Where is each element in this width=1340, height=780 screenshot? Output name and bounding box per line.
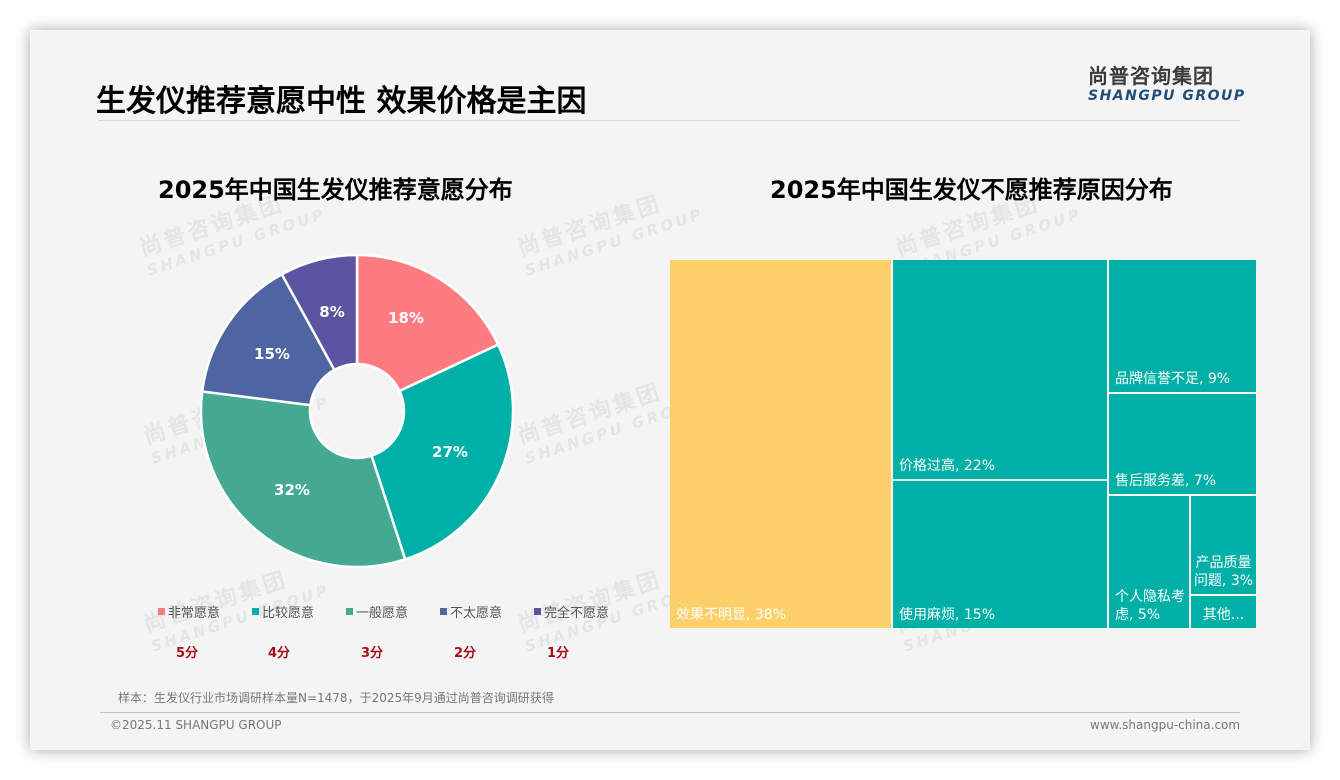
legend-item-very-unwilling[interactable]: 完全不愿意: [534, 602, 609, 621]
score-5: 5分: [176, 646, 199, 661]
company-logo: 尚普咨询集团 SHANGPU GROUP: [1088, 64, 1248, 104]
legend-label: 一般愿意: [356, 606, 409, 621]
copyright: ©2025.11 SHANGPU GROUP: [110, 718, 282, 732]
legend-label: 不太愿意: [450, 606, 503, 621]
legend-swatch-icon: [346, 608, 353, 615]
legend-item-neutral[interactable]: 一般愿意: [346, 602, 408, 621]
legend-swatch-icon: [252, 608, 259, 615]
tile-brand-reputation: 品牌信誉不足, 9%: [1109, 260, 1256, 392]
treemap-chart-title: 2025年中国生发仪不愿推荐原因分布: [770, 176, 1173, 204]
score-2: 2分: [454, 646, 477, 661]
legend-label: 非常愿意: [168, 606, 221, 621]
tile-label: 其他...: [1202, 607, 1245, 623]
slice-label-very-willing: 18%: [388, 309, 424, 327]
tile-label: 效果不明显, 38%: [676, 607, 787, 623]
legend-item-unwilling[interactable]: 不太愿意: [440, 602, 502, 621]
donut-slice-4: [280, 254, 359, 372]
slice-label-very-unwilling: 8%: [319, 303, 345, 321]
legend-item-fairly-willing[interactable]: 比较愿意: [252, 602, 314, 621]
legend-swatch-icon: [158, 608, 165, 615]
tile-label: 价格过高, 22%: [899, 458, 996, 474]
logo-en-text: SHANGPU GROUP: [1088, 88, 1246, 104]
slice-label-fairly-willing: 27%: [432, 443, 468, 461]
score-1: 1分: [547, 646, 570, 661]
legend-label: 完全不愿意: [544, 606, 610, 621]
sample-note: 样本：生发仪行业市场调研样本量N=1478，于2025年9月通过尚普咨询调研获得: [118, 691, 554, 705]
tile-label: 售后服务差, 7%: [1115, 473, 1217, 489]
tile-other: 其他...: [1191, 596, 1256, 628]
website-link[interactable]: www.shangpu-china.com: [1090, 718, 1241, 732]
slice-label-unwilling: 15%: [254, 345, 290, 363]
tile-ineffective: 效果不明显, 38%: [670, 260, 891, 628]
legend-label: 比较愿意: [262, 606, 315, 621]
tile-after-sales: 售后服务差, 7%: [1109, 394, 1256, 494]
legend-swatch-icon: [440, 608, 447, 615]
logo-cn-text: 尚普咨询集团: [1088, 64, 1214, 88]
footer-divider: [100, 712, 1240, 713]
tile-label: 品牌信誉不足, 9%: [1115, 371, 1231, 387]
legend-item-very-willing[interactable]: 非常愿意: [158, 602, 220, 621]
donut-slice-0: [355, 254, 500, 393]
donut-chart: 18% 27% 32% 15% 8%: [200, 254, 514, 568]
tile-privacy: 个人隐私考虑, 5%: [1109, 496, 1189, 628]
score-4: 4分: [268, 646, 291, 661]
tile-label: 个人隐私考虑, 5%: [1115, 589, 1185, 623]
donut-slice-2: [200, 390, 407, 568]
donut-svg: [200, 254, 514, 568]
slide: 生发仪推荐意愿中性 效果价格是主因 尚普咨询集团 SHANGPU GROUP 尚…: [30, 30, 1310, 750]
tile-quality: 产品质量问题, 3%: [1191, 496, 1256, 594]
donut-chart-title: 2025年中国生发仪推荐意愿分布: [158, 176, 513, 204]
tile-inconvenient: 使用麻烦, 15%: [893, 481, 1107, 628]
score-3: 3分: [361, 646, 384, 661]
donut-legend: 非常愿意 比较愿意 一般愿意 不太愿意 完全不愿意: [158, 602, 628, 621]
page-title: 生发仪推荐意愿中性 效果价格是主因: [96, 84, 587, 119]
legend-swatch-icon: [534, 608, 541, 615]
title-divider: [98, 120, 1240, 121]
tile-price-too-high: 价格过高, 22%: [893, 260, 1107, 479]
treemap-chart: 效果不明显, 38% 价格过高, 22% 使用麻烦, 15% 品牌信誉不足, 9…: [670, 260, 1256, 628]
tile-label: 产品质量问题, 3%: [1193, 555, 1254, 589]
donut-slice-3: [200, 272, 337, 407]
donut-slice-1: [369, 342, 514, 561]
tile-label: 使用麻烦, 15%: [899, 607, 996, 623]
slice-label-neutral: 32%: [274, 481, 310, 499]
